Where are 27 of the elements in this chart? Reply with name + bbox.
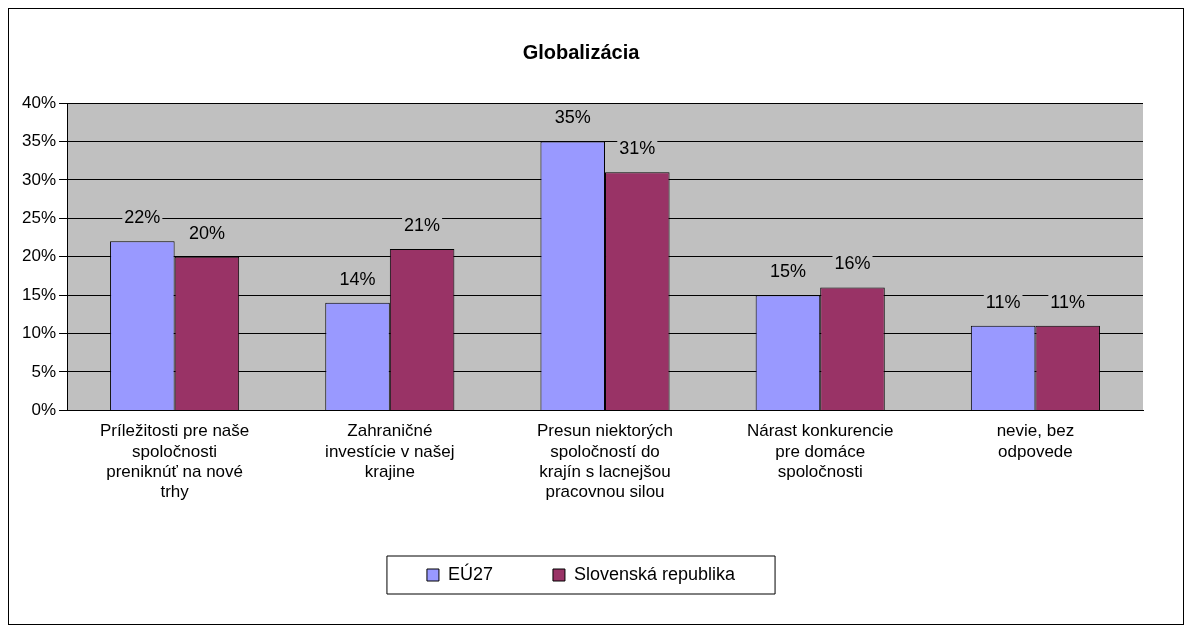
y-tick-label: 15% (21, 284, 57, 304)
data-label: 11% (1050, 291, 1086, 312)
x-tick-label: Nárast konkurencie pre domáce spoločnosti (746, 421, 894, 482)
legend-label: EÚ27 (447, 562, 493, 584)
data-label: 16% (834, 253, 871, 274)
data-label: 22% (124, 207, 161, 228)
y-tick-label: 0% (31, 400, 57, 420)
x-tick-label: Príležitosti pre naše spoločnosti preniknúť na nové trhy (99, 421, 250, 502)
y-tick-label: 20% (21, 246, 57, 266)
data-label: 31% (619, 138, 656, 159)
chart-title: Globalizácia (522, 40, 641, 63)
data-label: 21% (404, 214, 441, 235)
y-tick-label: 40% (21, 92, 57, 112)
data-label: 15% (769, 261, 806, 282)
x-tick-label: Zahraničné investície v našej krajine (325, 421, 455, 482)
y-tick-label: 25% (21, 207, 57, 227)
y-tick-label: 10% (21, 323, 57, 343)
x-tick-label: Presun niektorých spoločností do krajín s lacnejšou pracovnou silou (536, 421, 674, 502)
y-tick-label: 5% (31, 361, 57, 381)
y-tick-label: 30% (21, 169, 57, 189)
data-label: 20% (188, 222, 225, 243)
x-tick-label: nevie, bez odpovede (996, 421, 1075, 461)
data-label: 11% (985, 291, 1021, 312)
data-label: 14% (339, 268, 376, 289)
y-tick-label: 35% (21, 131, 57, 151)
legend-label: Slovenská republika (573, 563, 737, 584)
data-label: 35% (554, 107, 591, 128)
